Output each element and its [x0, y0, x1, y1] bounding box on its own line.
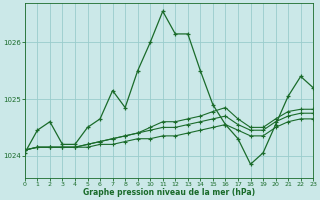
X-axis label: Graphe pression niveau de la mer (hPa): Graphe pression niveau de la mer (hPa) — [83, 188, 255, 197]
